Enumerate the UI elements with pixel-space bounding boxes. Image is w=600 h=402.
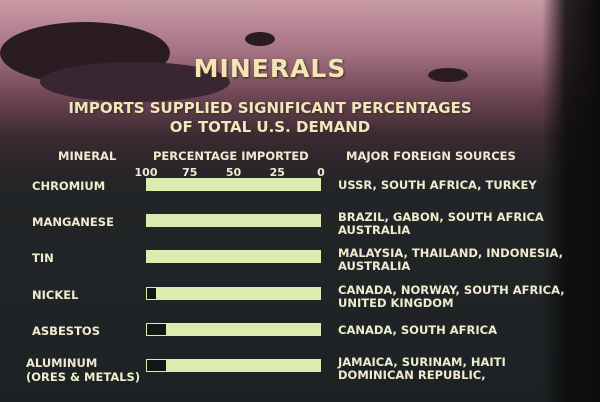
mineral-label-line: CHROMIUM [32, 179, 106, 193]
mineral-label: MANGANESE [32, 215, 114, 229]
foreign-sources: CANADA, SOUTH AFRICA [338, 324, 578, 337]
chart-title: MINERALS [193, 54, 347, 83]
foreign-sources: CANADA, NORWAY, SOUTH AFRICA, UNITED KING… [338, 284, 578, 310]
bar-domestic-remainder [146, 359, 167, 372]
foreign-sources-line: DOMINICAN REPUBLIC, [338, 368, 486, 382]
cloud-right [428, 68, 468, 82]
foreign-sources-line: BRAZIL, GABON, SOUTH AFRICA [338, 210, 544, 224]
foreign-sources-line: AUSTRALIA [338, 259, 411, 273]
foreign-sources-line: CANADA, NORWAY, SOUTH AFRICA, [338, 283, 565, 297]
foreign-sources-line: CANADA, SOUTH AFRICA [338, 323, 497, 337]
header-percentage: PERCENTAGE IMPORTED [153, 149, 309, 163]
mineral-label: TIN [32, 251, 54, 265]
mineral-label-line: ASBESTOS [32, 324, 100, 338]
foreign-sources-line: JAMAICA, SURINAM, HAITI [338, 355, 506, 369]
foreign-sources: BRAZIL, GABON, SOUTH AFRICA AUSTRALIA [338, 211, 578, 237]
bar-domestic-remainder [146, 287, 157, 300]
mineral-label-line: NICKEL [32, 288, 79, 302]
mineral-label-line: MANGANESE [32, 215, 114, 229]
foreign-sources-line: UNITED KINGDOM [338, 296, 454, 310]
foreign-sources-line: USSR, SOUTH AFRICA, TURKEY [338, 178, 537, 192]
header-mineral: MINERAL [58, 149, 117, 163]
foreign-sources-line: AUSTRALIA [338, 223, 411, 237]
bar-imported [146, 178, 321, 191]
foreign-sources: JAMAICA, SURINAM, HAITI DOMINICAN REPUBLI… [338, 356, 578, 382]
tick-label: 25 [269, 166, 285, 179]
mineral-label-line: (ORES & METALS) [26, 370, 141, 384]
cloud-small [245, 32, 275, 46]
bar-imported [146, 214, 321, 227]
chart-subtitle-line2: OF TOTAL U.S. DEMAND [169, 118, 371, 136]
mineral-label: ASBESTOS [32, 324, 100, 338]
header-sources: MAJOR FOREIGN SOURCES [346, 149, 516, 163]
bar-domestic-remainder [146, 323, 167, 336]
mineral-label: NICKEL [32, 288, 78, 302]
mineral-label: CHROMIUM [32, 179, 105, 193]
foreign-sources: MALAYSIA, THAILAND, INDONESIA, AUSTRALIA [338, 247, 578, 273]
bar-imported [146, 359, 321, 372]
dark-frame-edge [542, 0, 600, 402]
mineral-label-line: TIN [32, 251, 54, 265]
tick-label: 50 [225, 166, 242, 179]
cloud-left-lower [40, 62, 230, 102]
foreign-sources: USSR, SOUTH AFRICA, TURKEY [338, 179, 578, 192]
tick-label: 0 [317, 166, 325, 179]
mineral-label: ALUMINUM (ORES & METALS) [26, 356, 140, 384]
bar-imported [146, 287, 321, 300]
chart-subtitle-line1: IMPORTS SUPPLIED SIGNIFICANT PERCENTAGES [68, 99, 472, 117]
tick-label: 75 [182, 166, 198, 179]
bar-imported [146, 250, 321, 263]
tick-label: 100 [134, 166, 158, 179]
bar-imported [146, 323, 321, 336]
mineral-label-line: ALUMINUM [26, 356, 98, 370]
foreign-sources-line: MALAYSIA, THAILAND, INDONESIA, [338, 246, 564, 260]
